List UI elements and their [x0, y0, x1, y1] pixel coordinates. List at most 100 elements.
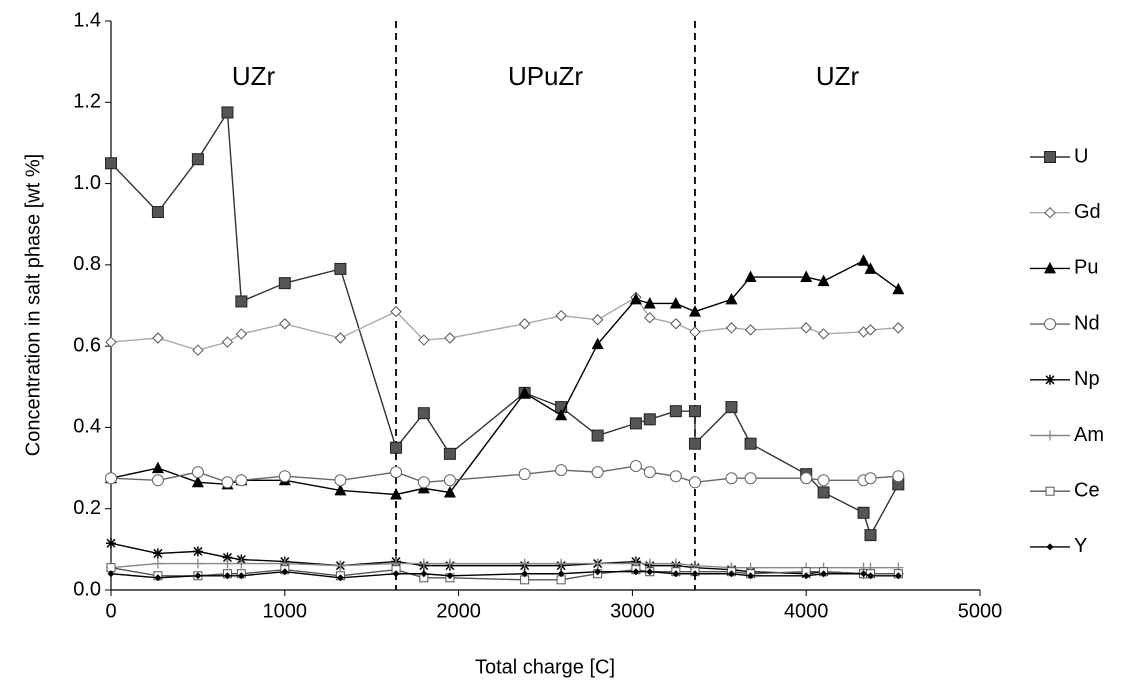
point-marker: [151, 461, 164, 474]
point-marker: [817, 486, 830, 499]
point-marker: [688, 476, 701, 489]
point-marker: [443, 447, 456, 460]
point-marker: [691, 570, 699, 578]
point-marker: [223, 572, 231, 580]
point-marker: [644, 311, 656, 324]
point-marker: [800, 270, 813, 283]
legend-item: U: [1030, 145, 1088, 167]
point-marker: [194, 572, 202, 580]
point-marker: [107, 570, 115, 578]
point-marker: [191, 153, 204, 166]
point-marker: [334, 474, 347, 487]
point-marker: [444, 558, 455, 569]
point-marker: [557, 570, 565, 578]
legend-item: Np: [1030, 368, 1100, 390]
legend-item: Am: [1030, 424, 1104, 446]
point-marker: [191, 475, 204, 488]
point-marker: [644, 558, 655, 569]
point-marker: [334, 483, 347, 496]
legend-marker: [1046, 543, 1054, 551]
point-marker: [192, 558, 203, 569]
point-marker: [417, 407, 430, 420]
x-tick-label: 5000: [958, 600, 1003, 622]
legend-label: Am: [1074, 424, 1104, 446]
point-marker: [278, 277, 291, 290]
legend-item: Gd: [1030, 201, 1101, 223]
point-marker: [236, 558, 247, 569]
point-marker: [689, 326, 701, 338]
legend-marker: [1045, 486, 1055, 496]
point-marker: [669, 296, 682, 309]
y-axis-title: Concentration in salt phase [wt %]: [22, 154, 44, 456]
point-marker: [191, 466, 204, 479]
point-marker: [857, 506, 870, 519]
legend-item: Ce: [1030, 479, 1100, 501]
point-marker: [518, 386, 531, 398]
point-marker: [235, 474, 248, 487]
point-marker: [222, 552, 233, 563]
point-marker: [152, 332, 164, 344]
point-marker: [629, 292, 642, 305]
point-marker: [152, 558, 163, 569]
point-marker: [632, 568, 640, 576]
legend-item: Nd: [1030, 312, 1100, 334]
point-marker: [817, 328, 830, 340]
point-marker: [281, 568, 289, 576]
point-marker: [105, 472, 117, 485]
point-marker: [725, 472, 738, 485]
point-marker: [744, 324, 757, 336]
legend-label: U: [1074, 145, 1088, 167]
point-marker: [336, 574, 344, 582]
point-marker: [747, 572, 755, 580]
x-tick-label: 2000: [436, 600, 481, 622]
point-marker: [390, 305, 402, 318]
x-axis-title: Total charge [C]: [475, 656, 615, 678]
point-marker: [800, 472, 813, 485]
point-marker: [222, 558, 233, 569]
point-marker: [151, 206, 164, 219]
point-marker: [334, 262, 347, 275]
point-marker: [591, 337, 604, 350]
y-tick-label: 0.2: [73, 497, 101, 519]
point-marker: [151, 474, 164, 487]
point-marker: [817, 274, 830, 287]
point-marker: [446, 572, 454, 580]
point-marker: [591, 429, 604, 442]
point-marker: [591, 314, 604, 326]
point-marker: [235, 295, 248, 308]
point-marker: [443, 474, 456, 487]
region-label: UPuZr: [508, 61, 583, 91]
point-marker: [390, 441, 403, 454]
point-marker: [420, 570, 428, 578]
x-tick-label: 3000: [610, 600, 655, 622]
legend-marker: [1045, 430, 1055, 441]
point-marker: [857, 254, 870, 266]
point-marker: [521, 570, 529, 578]
y-tick-label: 0.8: [73, 253, 101, 275]
point-marker: [392, 570, 400, 578]
point-marker: [860, 570, 868, 578]
point-marker: [643, 296, 656, 309]
legend-item: Pu: [1030, 257, 1098, 279]
point-marker: [221, 336, 234, 348]
legend-label: Ce: [1074, 479, 1100, 501]
region-label: UZr: [232, 61, 276, 91]
point-marker: [105, 336, 117, 348]
point-marker: [518, 318, 531, 330]
point-marker: [669, 405, 682, 418]
point-marker: [688, 405, 701, 418]
legend-label: Nd: [1074, 312, 1100, 334]
point-marker: [629, 460, 642, 473]
point-marker: [864, 529, 877, 542]
point-marker: [444, 332, 456, 344]
point-marker: [864, 262, 877, 274]
point-marker: [629, 417, 642, 430]
point-marker: [646, 568, 654, 576]
point-marker: [519, 558, 530, 569]
point-marker: [279, 318, 291, 330]
point-marker: [670, 318, 682, 330]
point-marker: [235, 328, 248, 340]
point-marker: [390, 487, 403, 500]
point-marker: [802, 572, 810, 580]
point-marker: [192, 344, 204, 356]
